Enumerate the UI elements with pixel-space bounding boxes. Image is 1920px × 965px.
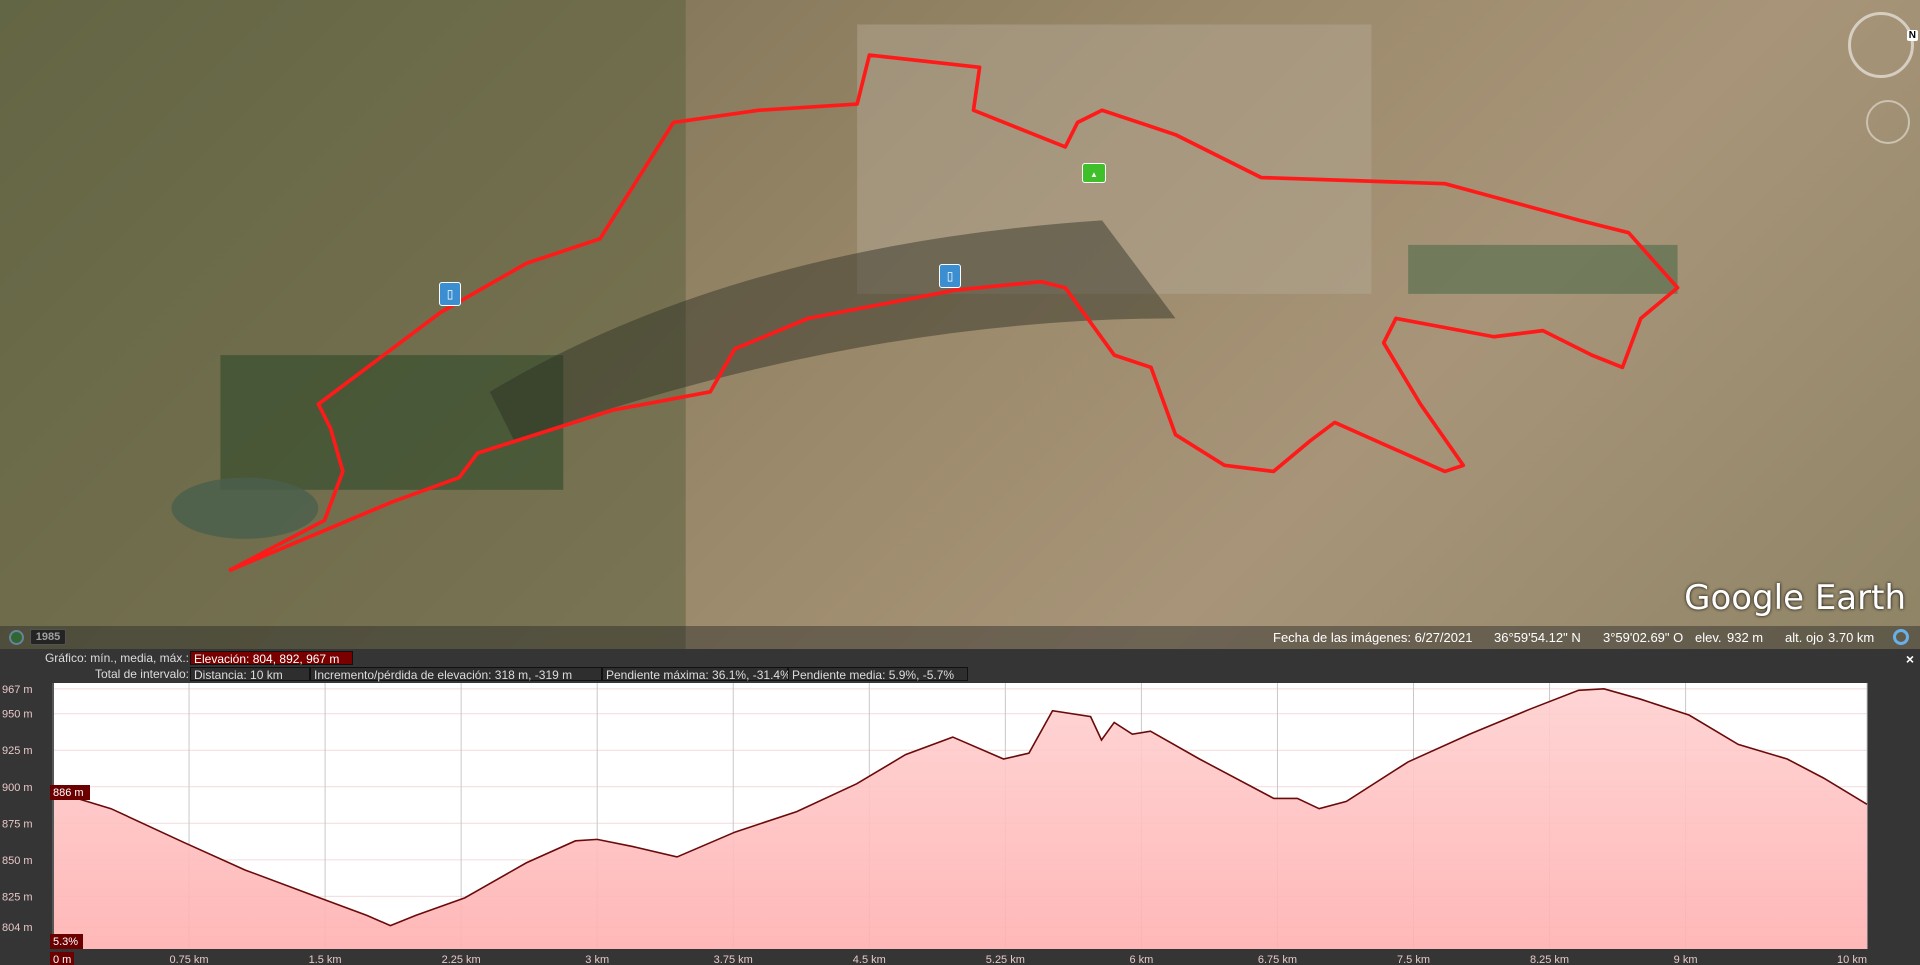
historical-imagery-year[interactable]: 1985 <box>30 629 66 645</box>
cursor-slope: 5.3% <box>53 936 78 948</box>
graph-label: Gráfico: mín., media, máx.: <box>44 651 189 665</box>
y-tick-label: 804 m <box>2 922 33 934</box>
y-tick-label: 825 m <box>2 891 33 903</box>
longitude: 3°59'02.69" O <box>1603 630 1684 645</box>
elevation-profile-chart[interactable]: 804 m 825 m 850 m 875 m 900 m 925 m 950 m 967 m… <box>0 680 1920 965</box>
x-tick-label: 3 km <box>585 954 609 965</box>
avg-slope-stat: Pendiente media: 5.9%, -5.7% <box>788 667 968 682</box>
elevation-area <box>53 688 1867 949</box>
elevation-line <box>52 688 1868 927</box>
elev-value: 932 m <box>1727 630 1764 645</box>
x-tick-label: 6.75 km <box>1258 954 1297 965</box>
eye-alt-value: 3.70 km <box>1828 630 1875 645</box>
distance-stat: Distancia: 10 km <box>190 667 310 682</box>
loading-icon <box>1893 629 1909 645</box>
google-earth-logo: Google Earth <box>1684 578 1906 618</box>
eye-alt-label: alt. ojo <box>1785 630 1824 645</box>
elevation-stat: Elevación: 804, 892, 967 m <box>190 651 353 666</box>
close-profile-button[interactable]: × <box>1905 651 1914 667</box>
interval-label: Total de intervalo: <box>94 667 189 681</box>
x-tick-label: 2.25 km <box>442 954 481 965</box>
latitude: 36°59'54.12" N <box>1494 630 1581 645</box>
compass-icon[interactable] <box>1848 12 1914 78</box>
cursor-distance-badge <box>50 952 74 965</box>
cursor-slope-badge <box>50 934 83 949</box>
y-tick-label: 950 m <box>2 709 33 721</box>
placemark-icon[interactable]: ▯ <box>939 264 961 288</box>
navigation-control[interactable] <box>1866 100 1910 144</box>
satellite-imagery <box>0 0 1680 649</box>
x-tick-label: 8.25 km <box>1530 954 1569 965</box>
elev-label: elev. <box>1695 630 1722 645</box>
x-tick-label: 3.75 km <box>714 954 753 965</box>
map-view[interactable]: ▯ ▯ ▲ N Google Earth 1985 Fecha de las i… <box>0 0 1920 649</box>
placemark-icon[interactable]: ▯ <box>439 282 461 306</box>
loading-icon[interactable]: ▲ <box>1082 163 1106 183</box>
x-tick-label: 10 km <box>1837 954 1867 965</box>
x-tick-label: 5.25 km <box>986 954 1025 965</box>
cursor-elevation-badge <box>50 785 90 800</box>
y-tick-label: 850 m <box>2 855 33 867</box>
x-tick-label: 4.5 km <box>853 954 886 965</box>
max-slope-stat: Pendiente máxima: 36.1%, -31.4% <box>602 667 791 682</box>
north-indicator[interactable]: N <box>1906 30 1918 41</box>
status-bar: Fecha de las imágenes: 6/27/2021 36°59'5… <box>0 626 1920 649</box>
gain-loss-stat: Incremento/pérdida de elevación: 318 m, … <box>310 667 602 682</box>
route-path <box>228 53 1680 573</box>
x-tick-label: 1.5 km <box>309 954 342 965</box>
x-tick-label: 0.75 km <box>169 954 208 965</box>
y-tick-label: 925 m <box>2 745 33 757</box>
clock-icon[interactable] <box>9 630 24 645</box>
x-tick-label: 7.5 km <box>1397 954 1430 965</box>
y-tick-label: 875 m <box>2 818 33 830</box>
cursor-elevation: 886 m <box>53 787 84 799</box>
cursor-distance: 0 m <box>53 954 71 965</box>
y-tick-label: 900 m <box>2 782 33 794</box>
x-tick-label: 6 km <box>1129 954 1153 965</box>
imagery-date: Fecha de las imágenes: 6/27/2021 <box>1273 630 1473 645</box>
y-tick-label: 967 m <box>2 684 33 696</box>
x-tick-label: 9 km <box>1674 954 1698 965</box>
profile-stats: Gráfico: mín., media, máx.: Elevación: 8… <box>0 650 1920 682</box>
